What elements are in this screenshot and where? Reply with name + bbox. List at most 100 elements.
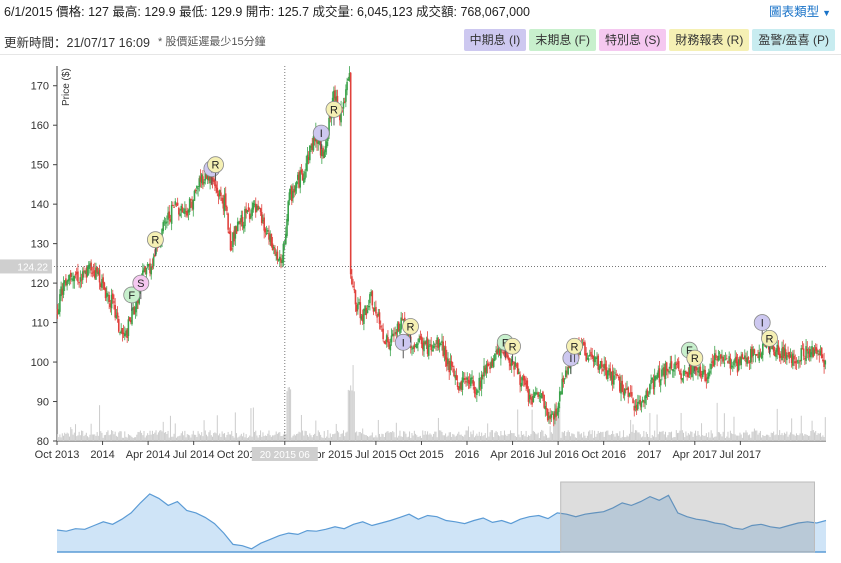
candle-body xyxy=(489,366,491,370)
candle-body xyxy=(116,312,119,317)
legend-profit-warning[interactable]: 盈警/盈喜 (P) xyxy=(752,29,835,51)
candle-body xyxy=(323,151,326,159)
volume-bar xyxy=(695,430,697,441)
volume-bar xyxy=(284,431,286,441)
volume-bar xyxy=(720,434,722,441)
legend-final-dividend[interactable]: 末期息 (F) xyxy=(529,29,596,51)
event-marker-r[interactable]: R xyxy=(147,231,164,256)
candle-body xyxy=(599,360,602,369)
volume-bar xyxy=(60,437,62,441)
volume-bar xyxy=(625,437,627,441)
volume-bar xyxy=(99,405,101,441)
candle-body xyxy=(662,368,664,370)
candle-body xyxy=(185,211,187,213)
event-marker-f[interactable]: F xyxy=(123,286,141,311)
volume-bar xyxy=(500,431,502,441)
chart-type-dropdown[interactable]: 圖表類型 ▼ xyxy=(769,0,831,25)
volume-bar xyxy=(75,424,77,441)
volume-bar xyxy=(228,434,230,441)
candle-body xyxy=(629,392,632,394)
candle-body xyxy=(282,243,285,263)
event-marker-r[interactable]: R xyxy=(686,349,704,375)
candle-body xyxy=(783,348,786,356)
volume-bar xyxy=(502,435,504,441)
legend-financial-report[interactable]: 財務報表 (R) xyxy=(669,29,750,51)
volume-bar xyxy=(511,432,513,441)
event-marker-r[interactable]: R xyxy=(566,337,583,363)
price-chart[interactable]: 80 90 100 110 120 130 140 150 160 170 Price ($) Oct… xyxy=(0,56,841,466)
candle-body xyxy=(631,392,633,397)
candle-body xyxy=(79,277,82,282)
candle-body xyxy=(210,175,213,180)
volume-bar xyxy=(293,434,295,441)
candle-body xyxy=(508,358,511,363)
candle-body xyxy=(145,267,148,275)
volume-bar xyxy=(375,435,377,441)
volume-bar xyxy=(405,433,407,441)
x-tick-label: 2016 xyxy=(455,449,479,461)
volume-bar xyxy=(347,389,349,441)
event-marker-s[interactable]: S xyxy=(132,274,150,300)
candle-body xyxy=(329,116,332,119)
candle-body xyxy=(90,262,92,271)
volume-bar xyxy=(803,435,805,441)
volume-bar xyxy=(240,433,242,441)
x-tick-label: Jul 2014 xyxy=(173,449,215,461)
volume-bar xyxy=(595,436,597,441)
event-marker-r[interactable]: R xyxy=(504,337,521,363)
volume-bar xyxy=(490,430,492,441)
volume-bar xyxy=(421,437,423,441)
volume-bar xyxy=(238,436,240,441)
volume-bar xyxy=(118,432,120,441)
volume-bar xyxy=(304,430,306,441)
candle-body xyxy=(632,398,634,404)
legend-special-dividend[interactable]: 特別息 (S) xyxy=(598,29,667,51)
candle-body xyxy=(91,272,94,274)
volume-bar xyxy=(636,430,638,441)
volume-bar xyxy=(341,433,343,441)
delay-note: * 股價延遲最少15分鐘 xyxy=(158,36,266,48)
volume-bar xyxy=(452,433,454,441)
volume-bar xyxy=(262,432,264,441)
candle-body xyxy=(303,178,305,183)
volume-bar xyxy=(201,432,203,441)
volume-bar xyxy=(572,433,574,441)
volume-bar xyxy=(151,430,153,441)
volume-bar xyxy=(609,435,611,441)
volume-bar xyxy=(529,435,531,441)
candle-body xyxy=(724,359,727,361)
volume-bar xyxy=(159,430,161,441)
candle-body xyxy=(131,308,133,325)
event-marker-r[interactable]: R xyxy=(761,329,778,355)
event-marker-r[interactable]: R xyxy=(325,101,343,126)
volume-bar xyxy=(232,436,234,441)
volume-bar xyxy=(668,432,670,441)
candle-body xyxy=(617,376,620,378)
legend-interim-dividend[interactable]: 中期息 (I) xyxy=(463,29,527,51)
volume-bar xyxy=(242,436,244,441)
event-marker-i[interactable]: I xyxy=(312,124,330,150)
candle-body xyxy=(590,351,592,355)
candle-body xyxy=(347,78,350,81)
candle-body xyxy=(364,305,366,312)
event-marker-r[interactable]: R xyxy=(207,156,224,181)
candle-body xyxy=(609,368,612,378)
volume-bar xyxy=(548,437,550,441)
volume-bar xyxy=(453,434,455,441)
candle-body xyxy=(759,354,762,356)
navigator-chart[interactable] xyxy=(0,470,841,560)
candle-body xyxy=(804,358,806,360)
volume-bar xyxy=(276,433,278,441)
navigator-selection[interactable] xyxy=(560,481,815,553)
candle-body xyxy=(218,190,221,197)
volume-bar xyxy=(371,432,373,441)
event-marker-r[interactable]: R xyxy=(402,318,419,343)
volume-bar xyxy=(576,437,578,441)
candle-body xyxy=(649,384,651,394)
event-marker-i[interactable]: I xyxy=(394,333,412,359)
candle-body xyxy=(107,294,109,296)
candle-body xyxy=(824,360,827,365)
candle-body xyxy=(725,358,728,360)
volume-bar xyxy=(354,432,356,441)
volume-bar xyxy=(619,431,621,441)
